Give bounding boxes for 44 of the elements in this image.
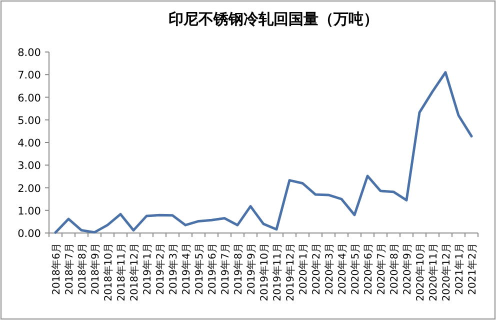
y-tick-label: 1.00 <box>18 205 41 218</box>
x-tick-label: 2019年1月 <box>142 243 154 295</box>
y-tick-label: 5.00 <box>18 114 41 127</box>
x-tick-label: 2020年10月 <box>414 243 426 302</box>
x-tick-label: 2019年10月 <box>258 243 270 302</box>
x-tick-label: 2019年12月 <box>284 243 296 302</box>
x-tick-label: 2018年6月 <box>50 243 62 295</box>
x-tick-label: 2019年4月 <box>180 243 192 295</box>
x-tick-label: 2020年2月 <box>310 243 322 295</box>
y-tick-label: 4.00 <box>18 138 41 150</box>
x-tick-label: 2020年12月 <box>440 243 452 302</box>
x-tick-label: 2020年6月 <box>362 243 374 295</box>
x-tick-label: 2020年3月 <box>324 243 336 295</box>
x-tick-label: 2020年5月 <box>350 243 362 295</box>
x-tick-label: 2021年1月 <box>454 243 466 295</box>
x-tick-label: 2018年7月 <box>64 243 76 295</box>
x-tick-label: 2019年7月 <box>220 243 232 295</box>
chart-title: 印尼不锈钢冷轧回国量（万吨） <box>168 10 378 28</box>
x-tick-label: 2020年1月 <box>298 243 310 295</box>
x-tick-label: 2018年8月 <box>76 243 88 295</box>
x-tick-label: 2019年5月 <box>194 243 206 295</box>
x-tick-label: 2018年11月 <box>116 243 128 302</box>
y-tick-label: 7.00 <box>18 70 41 82</box>
line-series <box>54 71 473 234</box>
x-tick-label: 2019年3月 <box>168 243 180 295</box>
x-tick-label: 2020年7月 <box>376 243 388 295</box>
x-tick-label: 2019年11月 <box>272 243 284 302</box>
x-tick-label: 2019年8月 <box>232 243 244 295</box>
x-tick-label: 2021年2月 <box>466 243 478 295</box>
x-tick-label: 2019年2月 <box>154 243 166 295</box>
x-tick-label: 2020年9月 <box>402 243 414 295</box>
y-tick-label: 0.00 <box>18 228 41 240</box>
y-tick-label: 6.00 <box>18 92 41 104</box>
x-tick-label: 2018年12月 <box>128 243 140 302</box>
x-tick-label: 2019年6月 <box>206 243 218 295</box>
x-tick-label: 2020年11月 <box>428 243 440 302</box>
y-tick-label: 8.00 <box>18 47 41 59</box>
x-tick-label: 2018年9月 <box>90 243 102 295</box>
x-tick-label: 2018年10月 <box>102 243 114 302</box>
y-tick-label: 3.00 <box>18 160 41 172</box>
x-tick-label: 2020年4月 <box>336 243 348 295</box>
y-tick-label: 2.00 <box>18 182 41 195</box>
x-tick-label: 2020年8月 <box>388 243 400 295</box>
x-tick-label: 2019年9月 <box>246 243 258 295</box>
